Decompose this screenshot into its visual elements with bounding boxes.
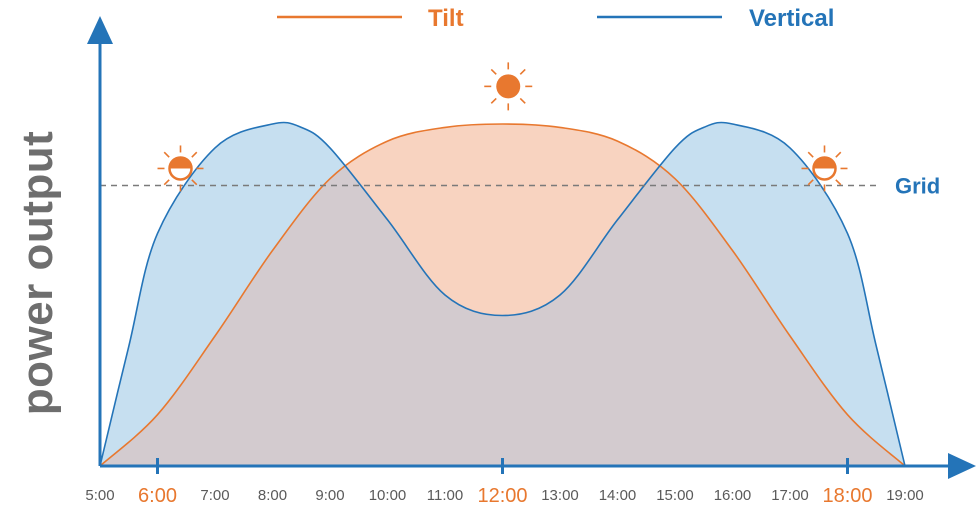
half-sun-icon [801,145,848,192]
legend: Tilt Vertical [277,5,834,32]
y-axis-label-wrap: power output [8,95,68,450]
axes [87,16,976,479]
half-sun-icon [157,145,204,192]
tick-label-15-00: 15:00 [656,487,694,504]
reference-label-grid: Grid [895,174,940,199]
legend-label-tilt: Tilt [428,5,464,32]
tick-label-13-00: 13:00 [541,487,579,504]
tick-label-16-00: 16:00 [714,487,752,504]
tick-label-11-00: 11:00 [427,487,463,504]
x-ticks: 5:00 6:00 7:00 8:00 9:00 10:00 11:00 12:00 13:00… [85,458,924,507]
tick-label-9-00: 9:00 [315,487,344,504]
sun-icons [157,62,848,192]
area-layer [99,121,906,467]
tick-label-18-00: 18:00 [822,485,872,507]
tick-label-14-00: 14:00 [599,487,637,504]
tick-label-8-00: 8:00 [258,487,287,504]
tick-label-17-00: 17:00 [771,487,809,504]
tick-label-7-00: 7:00 [200,487,229,504]
series-line-tilt [99,123,906,467]
sun-icon [484,62,533,111]
tick-label-10-00: 10:00 [369,487,407,504]
reference-line-layer: Grid [100,174,940,199]
series-line-vertical [99,121,906,467]
x-axis-arrow [948,453,976,479]
tick-label-5-00: 5:00 [85,487,114,504]
y-axis-arrow [87,16,113,44]
legend-label-vertical: Vertical [749,5,834,32]
y-axis-label: power output [13,130,62,415]
tick-label-6-00: 6:00 [138,485,177,507]
tick-label-12-00: 12:00 [477,485,527,507]
tick-label-19-00: 19:00 [886,487,924,504]
